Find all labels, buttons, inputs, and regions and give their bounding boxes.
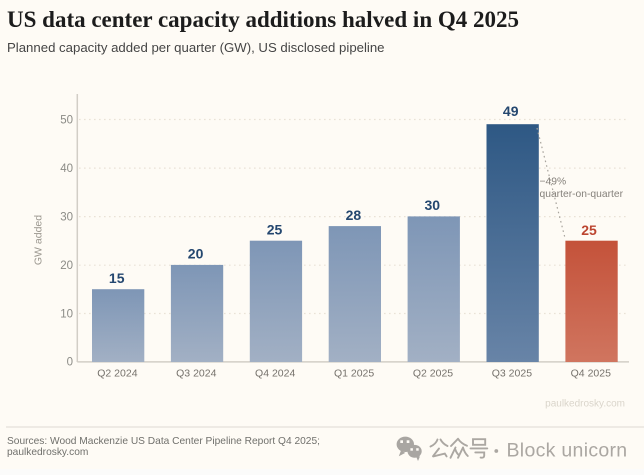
svg-text:Q4 2024: Q4 2024 bbox=[255, 368, 295, 380]
svg-text:Q3 2024: Q3 2024 bbox=[176, 368, 216, 380]
svg-text:Q2 2024: Q2 2024 bbox=[97, 368, 137, 380]
svg-text:Q4 2025: Q4 2025 bbox=[571, 368, 611, 380]
svg-text:paulkedrosky.com: paulkedrosky.com bbox=[545, 399, 625, 410]
svg-text:30: 30 bbox=[60, 212, 73, 224]
svg-text:Q1 2025: Q1 2025 bbox=[334, 368, 374, 380]
svg-text:28: 28 bbox=[346, 207, 362, 223]
svg-text:25: 25 bbox=[581, 222, 597, 238]
svg-text:40: 40 bbox=[60, 163, 73, 175]
svg-text:10: 10 bbox=[60, 308, 73, 320]
svg-text:25: 25 bbox=[267, 222, 283, 238]
svg-text:−49%: −49% bbox=[540, 177, 567, 188]
svg-text:GW added: GW added bbox=[33, 215, 45, 265]
svg-text:Block unicorn: Block unicorn bbox=[507, 440, 628, 462]
svg-text:Q3 2025: Q3 2025 bbox=[492, 368, 532, 380]
svg-text:49: 49 bbox=[503, 103, 519, 119]
svg-text:Q2 2025: Q2 2025 bbox=[413, 368, 453, 380]
svg-text:20: 20 bbox=[188, 246, 204, 262]
svg-text:20: 20 bbox=[60, 260, 73, 272]
svg-text:50: 50 bbox=[60, 114, 73, 126]
svg-text:30: 30 bbox=[425, 197, 441, 213]
svg-text:quarter-on-quarter: quarter-on-quarter bbox=[540, 189, 624, 200]
svg-text:0: 0 bbox=[67, 357, 73, 369]
svg-text:15: 15 bbox=[109, 270, 125, 286]
